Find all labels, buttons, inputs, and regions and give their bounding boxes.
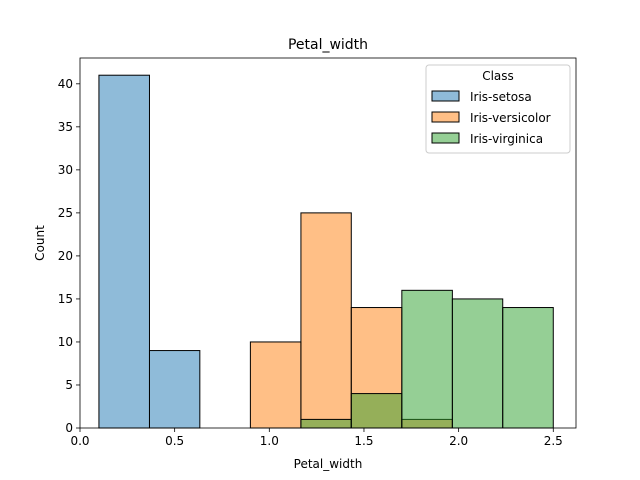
x-tick-label: 1.5 — [354, 434, 373, 448]
legend-swatch — [431, 111, 460, 123]
bar-iris-virginica-bin-4 — [300, 418, 352, 429]
y-tick-label: 15 — [58, 292, 73, 306]
bars-layer — [98, 74, 554, 429]
bar-iris-virginica-bin-8 — [502, 307, 554, 429]
bar-iris-versicolor-bin-3 — [249, 341, 302, 429]
legend-label: Iris-virginica — [470, 132, 543, 146]
y-axis-label: Count — [33, 225, 47, 261]
legend: Class Iris-setosa Iris-versicolor Iris-vir… — [425, 64, 571, 154]
bar-iris-virginica-bin-6 — [401, 289, 453, 429]
legend-label: Iris-setosa — [470, 90, 532, 104]
x-tick-label: 2.0 — [449, 434, 468, 448]
y-tick-label: 25 — [58, 206, 73, 220]
legend-title: Class — [482, 69, 514, 83]
y-tick-label: 5 — [65, 378, 73, 392]
x-axis: 0.0 0.5 1.0 1.5 2.0 2.5 — [70, 428, 563, 448]
bar-iris-setosa-bin-1 — [148, 350, 201, 429]
bar-iris-versicolor-bin-4 — [300, 212, 352, 429]
y-axis: 0 5 10 15 20 25 30 35 40 — [58, 77, 80, 435]
legend-swatch — [431, 132, 460, 144]
x-tick-label: 0.5 — [165, 434, 184, 448]
y-tick-label: 20 — [58, 249, 73, 263]
x-tick-label: 0.0 — [70, 434, 89, 448]
y-tick-label: 30 — [58, 163, 73, 177]
legend-label: Iris-versicolor — [470, 111, 551, 125]
chart-title: Petal_width — [288, 37, 368, 53]
legend-entries: Iris-setosa Iris-versicolor Iris-virginica — [431, 90, 551, 146]
bar-iris-setosa-bin-0 — [98, 74, 150, 429]
bar-iris-virginica-bin-5 — [350, 393, 403, 429]
x-tick-label: 1.0 — [260, 434, 279, 448]
bar-iris-virginica-bin-7 — [451, 298, 504, 429]
legend-box — [425, 64, 571, 154]
legend-swatch — [431, 90, 460, 102]
y-tick-label: 0 — [65, 421, 73, 435]
x-axis-label: Petal_width — [294, 457, 363, 471]
y-tick-label: 40 — [58, 77, 73, 91]
x-tick-label: 2.5 — [544, 434, 563, 448]
y-tick-label: 10 — [58, 335, 73, 349]
y-tick-label: 35 — [58, 120, 73, 134]
plot-frame — [79, 57, 577, 429]
